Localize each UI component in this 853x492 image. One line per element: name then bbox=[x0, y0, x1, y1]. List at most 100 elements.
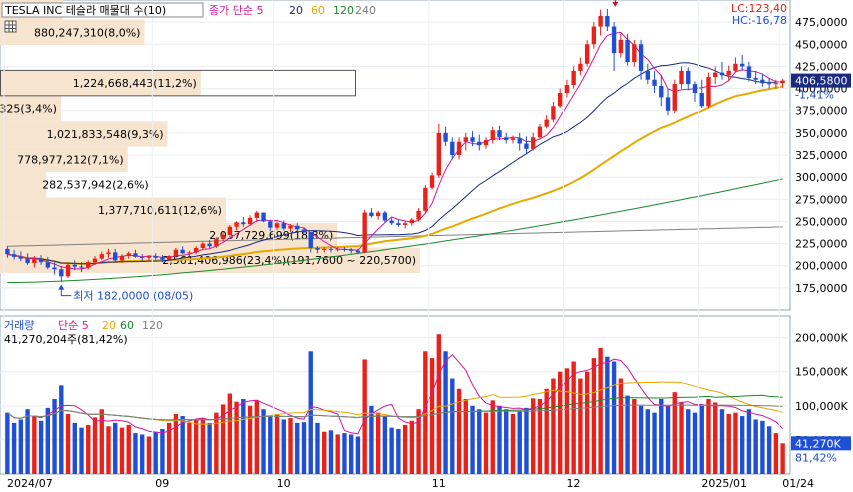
ma60-label: 60 bbox=[311, 4, 325, 17]
candle-body bbox=[160, 257, 165, 260]
volume-bar bbox=[726, 414, 731, 474]
candle-body bbox=[739, 63, 745, 67]
date-tick-label: 2024/07 bbox=[7, 477, 53, 490]
volume-bar bbox=[618, 378, 624, 474]
volume-bar bbox=[342, 433, 347, 474]
volume-bar bbox=[686, 409, 691, 474]
volume-bar bbox=[220, 404, 226, 474]
candle-body bbox=[362, 212, 367, 253]
candle-body bbox=[686, 70, 691, 85]
volume-bar bbox=[227, 393, 233, 474]
candle-body bbox=[369, 212, 374, 217]
candle-body bbox=[699, 93, 704, 107]
candle-body bbox=[760, 79, 765, 84]
volume-bar bbox=[544, 388, 549, 474]
candle-body bbox=[166, 255, 172, 260]
hc-label: HC:-16,78 bbox=[732, 14, 787, 27]
volume-bar bbox=[477, 409, 482, 474]
candle-body bbox=[38, 258, 44, 263]
candle-body bbox=[510, 138, 516, 140]
candle-body bbox=[79, 266, 84, 268]
volume-bar bbox=[261, 409, 266, 474]
candle-body bbox=[18, 256, 24, 259]
candle-body bbox=[301, 229, 307, 233]
volume-grid bbox=[0, 337, 790, 441]
ma240-line bbox=[7, 226, 783, 247]
volume-bar bbox=[126, 424, 131, 474]
candle-body bbox=[557, 93, 563, 107]
volume-bar bbox=[665, 405, 671, 474]
volume-bar bbox=[409, 420, 415, 474]
candle-body bbox=[544, 119, 549, 127]
price-title: TESLA INC 테슬라 매물대 수(10) bbox=[4, 4, 166, 17]
candle-body bbox=[456, 141, 462, 155]
volume-bar bbox=[746, 409, 752, 474]
candle-body bbox=[342, 248, 347, 250]
candle-body bbox=[214, 239, 219, 247]
ma20-label: 20 bbox=[289, 4, 303, 17]
candle-body bbox=[490, 130, 495, 140]
candle-body bbox=[591, 26, 597, 45]
candle-body bbox=[436, 132, 442, 176]
price-axis: 175,0000 200,0000 225,0000 250,0000 275,0000… bbox=[791, 16, 851, 295]
volume-bar bbox=[456, 388, 462, 474]
volume-bar bbox=[295, 422, 300, 474]
price-tick-label: 250,0000 bbox=[795, 215, 848, 228]
ma60-line bbox=[7, 85, 783, 265]
candle-body bbox=[59, 269, 64, 277]
candle-body bbox=[106, 252, 111, 255]
volume-bar bbox=[247, 405, 253, 474]
candle-body bbox=[766, 83, 772, 85]
volume-bar bbox=[113, 422, 118, 474]
candle-body bbox=[308, 232, 313, 248]
candle-body bbox=[551, 106, 556, 120]
candle-body bbox=[180, 249, 185, 254]
volume-bar bbox=[571, 361, 576, 474]
volume-bar bbox=[679, 402, 684, 474]
volume-bar bbox=[106, 426, 111, 474]
current-price-label: 406,5800 bbox=[795, 75, 848, 88]
candle-body bbox=[524, 143, 529, 149]
volume-pct-label: 81,42% bbox=[795, 451, 837, 464]
volume-bar bbox=[187, 422, 192, 474]
volume-bar bbox=[348, 434, 354, 474]
current-price-tag bbox=[791, 73, 851, 88]
grid-table-icon[interactable] bbox=[4, 20, 17, 33]
volume-bar bbox=[699, 405, 704, 474]
candle-body bbox=[241, 222, 246, 225]
volume-bar bbox=[52, 399, 57, 474]
volume-bar bbox=[416, 409, 421, 474]
ma120-line bbox=[7, 178, 783, 283]
volume-bar bbox=[322, 431, 327, 474]
candle-body bbox=[261, 212, 266, 222]
volume-bar bbox=[18, 419, 24, 474]
price-title-box[interactable] bbox=[1, 2, 204, 18]
volume-bar bbox=[531, 398, 536, 474]
price-tick-label: 175,0000 bbox=[795, 282, 848, 295]
volume-bar bbox=[193, 419, 199, 474]
low-annotation: 최저 182,0000 (08/05) bbox=[73, 290, 193, 303]
candle-body bbox=[382, 212, 388, 221]
volume-moving-averages bbox=[7, 353, 783, 435]
volume-bar bbox=[470, 405, 475, 474]
candle-body bbox=[288, 225, 293, 229]
volume-title: 거래량 bbox=[4, 319, 34, 332]
volume-bar bbox=[45, 407, 51, 474]
candle-body bbox=[726, 70, 731, 76]
candle-body bbox=[207, 243, 212, 247]
candle-body bbox=[416, 210, 421, 220]
candle-body bbox=[227, 226, 233, 235]
candle-body bbox=[571, 70, 576, 86]
volume-bar bbox=[713, 402, 718, 474]
vol-ma5-line bbox=[7, 353, 783, 435]
candle-body bbox=[126, 253, 131, 256]
volume-bar bbox=[389, 427, 394, 474]
price-tick-label: 375,0000 bbox=[795, 105, 848, 118]
candle-body bbox=[355, 250, 361, 253]
volume-bar bbox=[659, 399, 664, 474]
volume-bar bbox=[254, 400, 259, 474]
candle-body bbox=[25, 258, 30, 264]
volume-bar bbox=[214, 412, 219, 474]
ma240-label: 240 bbox=[355, 4, 376, 17]
volume-bar bbox=[497, 405, 502, 474]
